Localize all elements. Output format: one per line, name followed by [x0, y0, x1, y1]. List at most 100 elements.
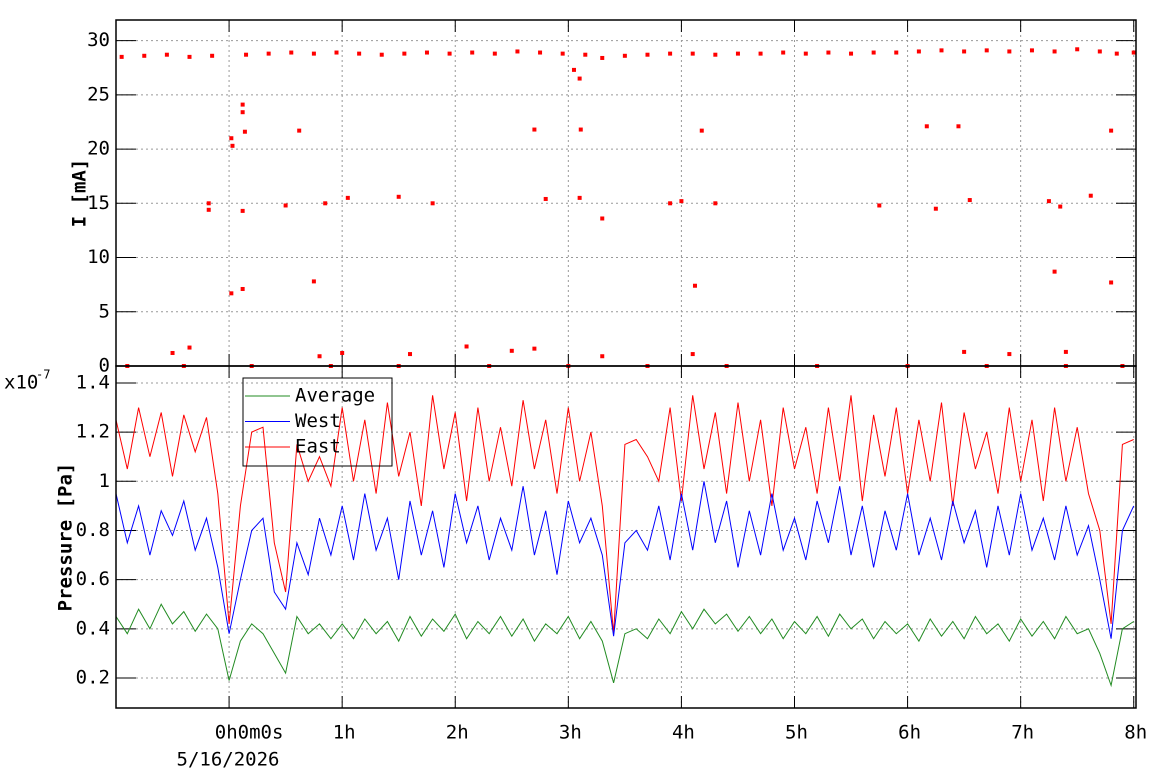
data-point: [229, 136, 234, 141]
data-point: [577, 76, 582, 81]
data-point: [357, 51, 362, 56]
x-tick-label: 3h: [559, 722, 582, 744]
data-point: [984, 48, 989, 53]
data-point: [877, 203, 882, 208]
data-point: [781, 50, 786, 55]
x-tick-label: 1h: [333, 722, 356, 744]
data-point: [735, 51, 740, 56]
y-tick-label: 5: [99, 300, 110, 322]
data-point: [1114, 51, 1119, 56]
data-point: [229, 291, 234, 296]
data-point: [577, 195, 582, 200]
x-tick-label: 4h: [672, 722, 695, 744]
data-point: [699, 128, 704, 133]
data-point: [164, 52, 169, 57]
data-point: [396, 194, 401, 199]
data-point: [297, 128, 302, 133]
data-point: [871, 50, 876, 55]
data-point: [916, 49, 921, 54]
data-point: [408, 352, 413, 357]
data-point: [690, 352, 695, 357]
data-point: [311, 279, 316, 284]
data-point: [317, 354, 322, 359]
y-tick-label: 0.8: [76, 519, 110, 541]
data-point: [1097, 49, 1102, 54]
axis-exponent: -7: [36, 368, 50, 382]
y-tick-label: 30: [87, 29, 110, 51]
plot-frame: [115, 365, 1137, 709]
data-point: [543, 196, 548, 201]
x-tick-label: 7h: [1011, 722, 1034, 744]
data-point: [283, 203, 288, 208]
data-point: [578, 127, 583, 132]
data-point: [1029, 48, 1034, 53]
data-point: [464, 344, 469, 349]
data-point: [622, 53, 627, 58]
data-point: [571, 67, 576, 72]
data-point: [1131, 50, 1136, 55]
data-point: [956, 124, 961, 129]
data-point: [515, 49, 520, 54]
legend-box: [242, 377, 393, 467]
data-point: [240, 110, 245, 115]
data-point: [939, 48, 944, 53]
y-tick-label: 0.6: [76, 568, 110, 590]
x-tick-label: 2h: [446, 722, 469, 744]
data-point: [323, 201, 328, 206]
data-point: [713, 52, 718, 57]
y-tick-label: 20: [87, 138, 110, 160]
data-point: [583, 52, 588, 57]
data-point: [668, 51, 673, 56]
y-tick-label: 1.4: [76, 371, 110, 393]
data-point: [210, 53, 215, 58]
data-point: [1052, 269, 1057, 274]
data-point: [334, 50, 339, 55]
data-point: [679, 199, 684, 204]
data-point: [402, 51, 407, 56]
data-point: [933, 206, 938, 211]
data-point: [645, 52, 650, 57]
data-point: [187, 54, 192, 59]
data-point: [962, 349, 967, 354]
data-point: [379, 52, 384, 57]
data-point: [532, 346, 537, 351]
data-point: [170, 350, 175, 355]
data-point: [1109, 128, 1114, 133]
data-point: [1052, 49, 1057, 54]
y-tick-label: 0.4: [76, 617, 110, 639]
data-point: [447, 51, 452, 56]
data-point: [692, 283, 697, 288]
data-point: [1063, 349, 1068, 354]
data-point: [240, 208, 245, 213]
data-point: [430, 201, 435, 206]
data-point: [668, 201, 673, 206]
x-tick-label: 6h: [898, 722, 921, 744]
x-tick-label: 5h: [785, 722, 808, 744]
legend-label: West: [295, 410, 341, 432]
data-point: [532, 127, 537, 132]
data-point: [849, 51, 854, 56]
data-point: [242, 129, 247, 134]
data-point: [962, 49, 967, 54]
data-point: [1075, 47, 1080, 52]
data-point: [240, 286, 245, 291]
data-point: [142, 53, 147, 58]
data-point: [311, 51, 316, 56]
data-point: [1058, 204, 1063, 209]
data-point: [509, 348, 514, 353]
y-tick-label: 1.2: [76, 421, 110, 443]
legend-label: East: [295, 436, 341, 458]
data-point: [206, 207, 211, 212]
data-point: [803, 51, 808, 56]
y-axis-label: I [mA]: [69, 159, 91, 228]
data-point: [894, 50, 899, 55]
y-tick-label: 0: [99, 355, 110, 377]
data-point: [600, 354, 605, 359]
data-point: [492, 51, 497, 56]
y-tick-label: 0.2: [76, 667, 110, 689]
series-line: [115, 603, 1134, 688]
y-tick-label: 15: [87, 192, 110, 214]
data-point: [826, 50, 831, 55]
